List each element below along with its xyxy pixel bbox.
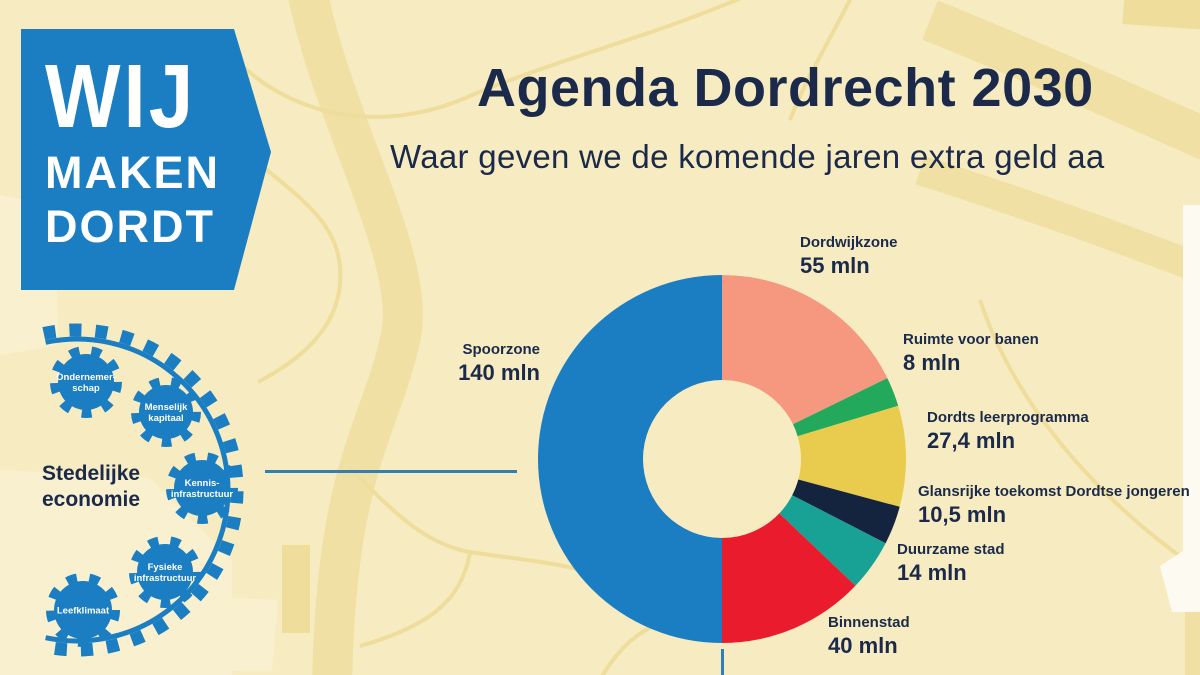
- gear-body: [54, 581, 112, 639]
- donut-label-glansrijke-toekomst-dordtse-jongeren: Glansrijke toekomst Dordtse jongeren 10,5…: [918, 482, 1190, 528]
- gear-kennis-infrastructuur: Kennis-infrastructuur: [166, 452, 238, 524]
- donut-label-value: 55 mln: [800, 253, 870, 278]
- gear-teeth: [129, 536, 201, 608]
- page-title: Agenda Dordrecht 2030: [477, 58, 1094, 118]
- map-road: [788, 0, 853, 121]
- donut-label-name: Ruimte voor banen: [903, 331, 1039, 348]
- donut-segment-binnenstad: [722, 513, 856, 643]
- donut-label-duurzame-stad: Duurzame stad 14 mln: [897, 540, 1005, 586]
- gear-body: [139, 385, 193, 439]
- map-road: [922, 0, 1200, 160]
- donut-label-ruimte-voor-banen: Ruimte voor banen 8 mln: [903, 330, 1039, 376]
- donut-label-name: Binnenstad: [828, 614, 910, 631]
- gear-label: Menselijk kapitaal: [145, 402, 188, 424]
- logo-line: DORDT: [45, 201, 215, 252]
- donut-label-value: 10,5 mln: [918, 502, 1007, 527]
- map-patch: [1160, 540, 1200, 612]
- donut-label-spoorzone: Spoorzone 140 mln: [458, 340, 540, 386]
- map-patch: [180, 596, 278, 672]
- donut-label-value: 14 mln: [897, 560, 967, 585]
- donut-label-value: 40 mln: [828, 633, 898, 658]
- gear-ondernemer-schap: Ondernemer-schap: [50, 346, 122, 418]
- map-road: [978, 299, 1200, 573]
- donut-label-name: Glansrijke toekomst Dordtse jongeren: [918, 483, 1190, 500]
- donut-segment-spoorzone: [538, 275, 722, 643]
- map-patch: [1122, 0, 1200, 30]
- gear-body: [137, 544, 193, 600]
- connector-line-vertical: [721, 649, 724, 675]
- gear-diagram: Ondernemer-schap Menselijk kapitaal Kennis-…: [42, 323, 244, 657]
- logo-text: WIJ MAKEN DORDT: [45, 46, 220, 252]
- wij-maken-dordt-logo: WIJ MAKEN DORDT: [0, 0, 300, 310]
- connector-line-horizontal: [265, 470, 517, 473]
- donut-segment-dordts-leerprogramma: [797, 405, 907, 507]
- donut-label-dordts-leerprogramma: Dordts leerprogramma 27,4 mln: [927, 408, 1089, 454]
- gear-diagram-title: Stedelijke economie: [42, 461, 140, 514]
- map-patch: [1185, 612, 1200, 675]
- gear-body: [58, 354, 114, 410]
- donut-segment-dordwijkzone: [722, 275, 888, 425]
- page-subtitle: Waar geven we de komende jaren extra gel…: [390, 138, 1105, 175]
- map-road: [253, 158, 343, 384]
- gear-label: Fysieke infrastructuur: [134, 562, 197, 584]
- map-road: [288, 0, 423, 675]
- gear-teeth: [166, 452, 238, 524]
- gear-diagram-title-line: Stedelijke: [42, 462, 141, 485]
- map-patch: [282, 545, 310, 633]
- donut-label-value: 27,4 mln: [927, 428, 1016, 453]
- donut-label-dordwijkzone: Dordwijkzone 55 mln: [800, 233, 898, 279]
- logo-line: WIJ: [45, 46, 197, 147]
- map-road: [348, 466, 601, 578]
- gear-diagram-title-line: economie: [42, 488, 141, 512]
- logo-pennant-shape: [21, 29, 271, 290]
- gear-teeth: [131, 377, 201, 447]
- logo-line: MAKEN: [45, 147, 220, 198]
- gear-label: Kennis-infrastructuur: [171, 478, 234, 500]
- gear-leefklimaat: Leefklimaat: [46, 573, 120, 647]
- gear-teeth: [50, 346, 122, 418]
- map-patch: [1183, 205, 1200, 612]
- donut-label-value: 140 mln: [458, 360, 540, 385]
- donut-label-binnenstad: Binnenstad 40 mln: [828, 613, 910, 659]
- big-gear-ring: [42, 323, 244, 657]
- donut-label-name: Duurzame stad: [897, 541, 1005, 558]
- donut-label-name: Dordwijkzone: [800, 234, 898, 251]
- gear-label: Ondernemer-schap: [56, 372, 116, 394]
- donut-segment-glansrijke-toekomst-dordtse-jongeren: [792, 479, 900, 544]
- gear-label: Leefklimaat: [57, 606, 110, 617]
- donut-segment-duurzame-stad: [779, 495, 886, 586]
- donut-label-value: 8 mln: [903, 350, 961, 375]
- donut-segment-ruimte-voor-banen: [793, 378, 899, 437]
- gear-body: [174, 460, 230, 516]
- donut-label-name: Spoorzone: [462, 341, 541, 358]
- gear-teeth: [46, 573, 120, 647]
- map-road: [236, 0, 742, 119]
- gear-menselijk-kapitaal: Menselijk kapitaal: [131, 377, 201, 447]
- gear-fysieke-infrastructuur: Fysieke infrastructuur: [129, 536, 201, 608]
- donut-label-name: Dordts leerprogramma: [927, 409, 1089, 426]
- map-road: [359, 551, 472, 648]
